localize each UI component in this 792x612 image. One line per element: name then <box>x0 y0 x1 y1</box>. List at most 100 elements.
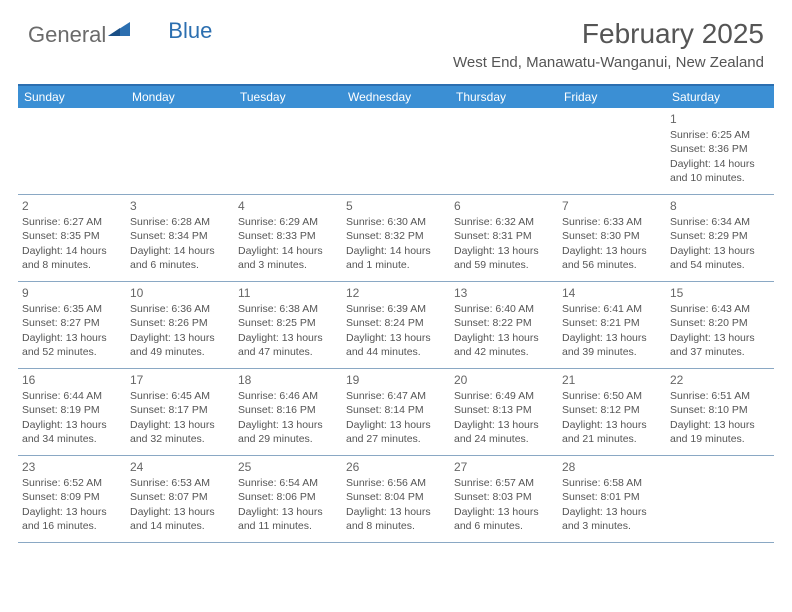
sunset-line: Sunset: 8:34 PM <box>130 229 230 243</box>
sunset-line: Sunset: 8:31 PM <box>454 229 554 243</box>
sunrise-line: Sunrise: 6:40 AM <box>454 302 554 316</box>
week-row: 9Sunrise: 6:35 AMSunset: 8:27 PMDaylight… <box>18 282 774 369</box>
day-number: 16 <box>22 372 122 388</box>
day-cell: 21Sunrise: 6:50 AMSunset: 8:12 PMDayligh… <box>558 369 666 455</box>
sunrise-line: Sunrise: 6:43 AM <box>670 302 770 316</box>
daylight-line: Daylight: 13 hours and 14 minutes. <box>130 505 230 533</box>
sunset-line: Sunset: 8:33 PM <box>238 229 338 243</box>
day-cell-empty <box>126 108 234 194</box>
daylight-line: Daylight: 13 hours and 39 minutes. <box>562 331 662 359</box>
sunset-line: Sunset: 8:21 PM <box>562 316 662 330</box>
day-cell: 23Sunrise: 6:52 AMSunset: 8:09 PMDayligh… <box>18 456 126 542</box>
daylight-line: Daylight: 13 hours and 24 minutes. <box>454 418 554 446</box>
day-cell: 1Sunrise: 6:25 AMSunset: 8:36 PMDaylight… <box>666 108 774 194</box>
logo: General Blue <box>28 22 174 48</box>
sunset-line: Sunset: 8:16 PM <box>238 403 338 417</box>
day-cell: 14Sunrise: 6:41 AMSunset: 8:21 PMDayligh… <box>558 282 666 368</box>
day-cell: 3Sunrise: 6:28 AMSunset: 8:34 PMDaylight… <box>126 195 234 281</box>
sunrise-line: Sunrise: 6:30 AM <box>346 215 446 229</box>
day-number: 8 <box>670 198 770 214</box>
sunset-line: Sunset: 8:27 PM <box>22 316 122 330</box>
sunrise-line: Sunrise: 6:39 AM <box>346 302 446 316</box>
day-cell-empty <box>342 108 450 194</box>
sunset-line: Sunset: 8:36 PM <box>670 142 770 156</box>
sunset-line: Sunset: 8:22 PM <box>454 316 554 330</box>
sunrise-line: Sunrise: 6:46 AM <box>238 389 338 403</box>
day-number: 9 <box>22 285 122 301</box>
day-number: 11 <box>238 285 338 301</box>
week-row: 16Sunrise: 6:44 AMSunset: 8:19 PM Dayligh… <box>18 369 774 456</box>
day-cell: 8Sunrise: 6:34 AMSunset: 8:29 PMDaylight… <box>666 195 774 281</box>
sunset-line: Sunset: 8:25 PM <box>238 316 338 330</box>
day-cell: 4Sunrise: 6:29 AMSunset: 8:33 PMDaylight… <box>234 195 342 281</box>
day-cell: 28Sunrise: 6:58 AMSunset: 8:01 PMDayligh… <box>558 456 666 542</box>
sunset-line: Sunset: 8:24 PM <box>346 316 446 330</box>
day-number: 23 <box>22 459 122 475</box>
day-number: 25 <box>238 459 338 475</box>
week-row: 23Sunrise: 6:52 AMSunset: 8:09 PMDayligh… <box>18 456 774 543</box>
day-cell: 13Sunrise: 6:40 AMSunset: 8:22 PMDayligh… <box>450 282 558 368</box>
logo-icon <box>108 16 130 42</box>
day-cell: 5Sunrise: 6:30 AMSunset: 8:32 PMDaylight… <box>342 195 450 281</box>
week-row: 1Sunrise: 6:25 AMSunset: 8:36 PMDaylight… <box>18 108 774 195</box>
daylight-line: Daylight: 13 hours and 27 minutes. <box>346 418 446 446</box>
sunrise-line: Sunrise: 6:41 AM <box>562 302 662 316</box>
sunrise-line: Sunrise: 6:51 AM <box>670 389 770 403</box>
daylight-line: Daylight: 13 hours and 56 minutes. <box>562 244 662 272</box>
sunset-line: Sunset: 8:04 PM <box>346 490 446 504</box>
daylight-line: Daylight: 13 hours and 19 minutes. <box>670 418 770 446</box>
sunset-line: Sunset: 8:06 PM <box>238 490 338 504</box>
daylight-line: Daylight: 13 hours and 29 minutes. <box>238 418 338 446</box>
sunrise-line: Sunrise: 6:27 AM <box>22 215 122 229</box>
sunset-line: Sunset: 8:07 PM <box>130 490 230 504</box>
day-number: 2 <box>22 198 122 214</box>
day-cell-empty <box>234 108 342 194</box>
daylight-line: Daylight: 13 hours and 59 minutes. <box>454 244 554 272</box>
day-cell: 26Sunrise: 6:56 AMSunset: 8:04 PMDayligh… <box>342 456 450 542</box>
day-header-row: SundayMondayTuesdayWednesdayThursdayFrid… <box>18 86 774 108</box>
daylight-line: Daylight: 14 hours and 3 minutes. <box>238 244 338 272</box>
day-cell: 25Sunrise: 6:54 AMSunset: 8:06 PMDayligh… <box>234 456 342 542</box>
daylight-line: Daylight: 13 hours and 6 minutes. <box>454 505 554 533</box>
sunset-line: Sunset: 8:29 PM <box>670 229 770 243</box>
sunrise-line: Sunrise: 6:38 AM <box>238 302 338 316</box>
sunset-line: Sunset: 8:19 PM <box>22 403 122 417</box>
day-number: 6 <box>454 198 554 214</box>
logo-text-general: General <box>28 22 106 48</box>
sunset-line: Sunset: 8:32 PM <box>346 229 446 243</box>
day-number: 24 <box>130 459 230 475</box>
sunset-line: Sunset: 8:12 PM <box>562 403 662 417</box>
day-number: 12 <box>346 285 446 301</box>
daylight-line: Daylight: 13 hours and 8 minutes. <box>346 505 446 533</box>
sunrise-line: Sunrise: 6:49 AM <box>454 389 554 403</box>
daylight-line: Daylight: 14 hours and 6 minutes. <box>130 244 230 272</box>
day-cell: 11Sunrise: 6:38 AMSunset: 8:25 PMDayligh… <box>234 282 342 368</box>
sunrise-line: Sunrise: 6:50 AM <box>562 389 662 403</box>
daylight-line: Daylight: 13 hours and 32 minutes. <box>130 418 230 446</box>
day-cell: 2Sunrise: 6:27 AMSunset: 8:35 PMDaylight… <box>18 195 126 281</box>
sunset-line: Sunset: 8:30 PM <box>562 229 662 243</box>
sunrise-line: Sunrise: 6:53 AM <box>130 476 230 490</box>
daylight-line: Daylight: 13 hours and 16 minutes. <box>22 505 122 533</box>
sunrise-line: Sunrise: 6:44 AM <box>22 389 122 403</box>
day-cell-empty <box>558 108 666 194</box>
day-number: 7 <box>562 198 662 214</box>
sunset-line: Sunset: 8:10 PM <box>670 403 770 417</box>
day-number: 1 <box>670 111 770 127</box>
day-number: 28 <box>562 459 662 475</box>
daylight-line: Daylight: 13 hours and 52 minutes. <box>22 331 122 359</box>
location: West End, Manawatu-Wanganui, New Zealand <box>453 54 764 71</box>
day-number: 18 <box>238 372 338 388</box>
calendar: SundayMondayTuesdayWednesdayThursdayFrid… <box>18 84 774 543</box>
day-header: Tuesday <box>234 86 342 108</box>
daylight-line: Daylight: 13 hours and 3 minutes. <box>562 505 662 533</box>
week-row: 2Sunrise: 6:27 AMSunset: 8:35 PMDaylight… <box>18 195 774 282</box>
day-cell: 10Sunrise: 6:36 AMSunset: 8:26 PMDayligh… <box>126 282 234 368</box>
day-cell: 20Sunrise: 6:49 AMSunset: 8:13 PMDayligh… <box>450 369 558 455</box>
daylight-line: Daylight: 13 hours and 42 minutes. <box>454 331 554 359</box>
day-cell: 9Sunrise: 6:35 AMSunset: 8:27 PMDaylight… <box>18 282 126 368</box>
day-number: 4 <box>238 198 338 214</box>
header: February 2025 West End, Manawatu-Wanganu… <box>453 18 764 71</box>
sunrise-line: Sunrise: 6:33 AM <box>562 215 662 229</box>
day-cell: 17Sunrise: 6:45 AMSunset: 8:17 PMDayligh… <box>126 369 234 455</box>
